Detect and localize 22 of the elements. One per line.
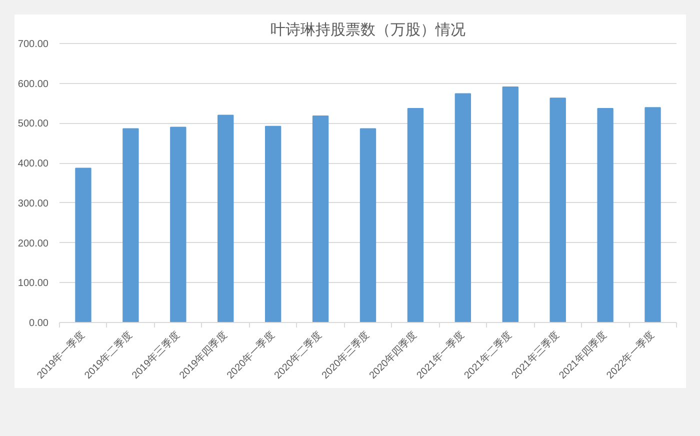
bar [312,116,329,322]
bar [170,126,186,322]
y-tick-label: 600.00 [18,78,49,90]
y-tick-label: 700.00 [18,39,49,50]
chart-title: 叶诗琳持股票数（万股）情况 [270,22,466,38]
y-tick-label: 300.00 [18,198,49,210]
bar [454,93,472,322]
bar [502,86,518,322]
bar [644,107,661,322]
y-tick-label: 200.00 [18,238,49,250]
bar [122,128,139,322]
y-tick-label: 0.00 [29,318,49,329]
bar [75,168,92,322]
bar [264,126,282,322]
bar [597,108,614,322]
bar [218,114,234,322]
bar [550,98,566,322]
y-tick-label: 500.00 [18,118,49,130]
bar [407,108,424,322]
bar [360,128,376,322]
y-tick-label: 100.00 [18,278,49,290]
y-tick-label: 400.00 [18,158,49,170]
